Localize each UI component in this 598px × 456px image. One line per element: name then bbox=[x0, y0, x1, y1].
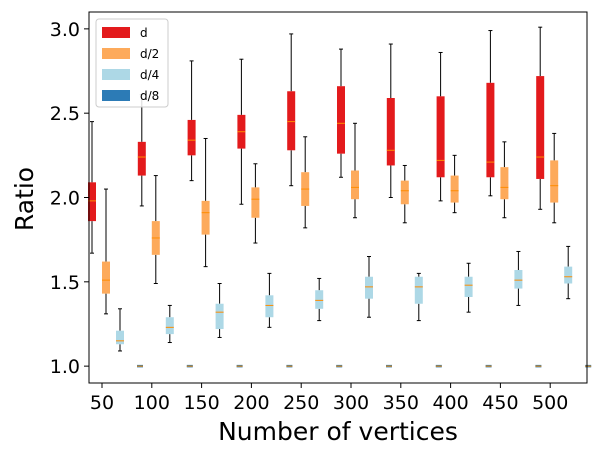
series-d-4 bbox=[116, 245, 573, 352]
y-axis-label: Ratio bbox=[10, 167, 39, 231]
box-body bbox=[215, 303, 224, 330]
legend-frame bbox=[95, 18, 169, 108]
box-body bbox=[450, 175, 459, 203]
box-body bbox=[201, 200, 210, 235]
box-d-4-450 bbox=[514, 250, 523, 306]
box-body bbox=[337, 86, 345, 154]
x-tick-label: 500 bbox=[532, 392, 568, 414]
x-axis-label: Number of vertices bbox=[218, 417, 458, 446]
box-body bbox=[165, 317, 174, 335]
box-body bbox=[386, 98, 395, 166]
box-d-4-200 bbox=[265, 272, 274, 328]
box-d-4-400 bbox=[464, 262, 473, 313]
box-body bbox=[436, 96, 445, 178]
box-d-50 bbox=[88, 121, 96, 254]
box-body bbox=[315, 290, 324, 309]
box-body bbox=[400, 180, 409, 205]
series-d bbox=[88, 26, 545, 254]
y-tick-label: 1.0 bbox=[50, 356, 80, 378]
box-d-4-100 bbox=[165, 304, 174, 344]
legend-swatch-d-4 bbox=[102, 69, 130, 80]
box-d-150 bbox=[187, 60, 196, 182]
box-body bbox=[88, 182, 96, 222]
legend-label-d-4: d/4 bbox=[140, 68, 159, 82]
box-body bbox=[187, 119, 196, 156]
legend-label-d: d bbox=[140, 26, 148, 40]
x-tick-label: 50 bbox=[90, 392, 114, 414]
plot-frame bbox=[88, 11, 588, 384]
box-d-4-250 bbox=[315, 277, 324, 322]
box-d-2-200 bbox=[251, 163, 260, 244]
x-tick-label: 450 bbox=[482, 392, 518, 414]
box-body bbox=[550, 160, 559, 203]
box-d-2-500 bbox=[550, 132, 559, 224]
box-body bbox=[102, 261, 110, 294]
legend-swatch-d-8 bbox=[102, 90, 130, 101]
box-body bbox=[265, 295, 274, 318]
x-tick-label: 350 bbox=[383, 392, 419, 414]
box-body bbox=[500, 167, 509, 200]
series-d-2 bbox=[102, 122, 559, 315]
box-body bbox=[116, 330, 124, 345]
x-tick-label: 250 bbox=[283, 392, 319, 414]
legend-label-d-2: d/2 bbox=[140, 47, 159, 61]
box-body bbox=[564, 266, 573, 284]
box-body bbox=[464, 276, 473, 297]
chart-marks bbox=[88, 26, 592, 368]
box-d-4-350 bbox=[414, 272, 423, 322]
box-d-300 bbox=[337, 48, 345, 178]
box-body bbox=[351, 170, 359, 200]
box-d-4-50 bbox=[116, 308, 124, 352]
legend-swatch-d bbox=[102, 27, 130, 38]
box-d-350 bbox=[386, 43, 395, 198]
box-body bbox=[365, 276, 373, 299]
box-d-2-100 bbox=[151, 175, 160, 285]
y-tick-label: 3.0 bbox=[50, 19, 80, 41]
y-tick-label: 2.0 bbox=[50, 188, 80, 210]
box-d-250 bbox=[287, 33, 296, 187]
box-d-2-450 bbox=[500, 141, 509, 219]
box-d-4-500 bbox=[564, 245, 573, 300]
box-d-2-400 bbox=[450, 154, 459, 214]
box-body bbox=[486, 82, 495, 178]
box-d-2-250 bbox=[301, 136, 310, 229]
x-tick-label: 300 bbox=[333, 392, 369, 414]
box-d-400 bbox=[436, 51, 445, 202]
y-tick-label: 1.5 bbox=[50, 272, 80, 294]
box-d-2-50 bbox=[102, 188, 110, 315]
legend: d d/2 d/4 d/8 bbox=[95, 18, 169, 108]
legend-label-d-8: d/8 bbox=[140, 89, 159, 103]
box-body bbox=[251, 187, 260, 218]
box-body bbox=[536, 76, 545, 179]
box-body bbox=[514, 270, 523, 289]
box-body bbox=[287, 91, 296, 151]
y-tick-label: 2.5 bbox=[50, 103, 80, 125]
box-d-4-300 bbox=[365, 256, 373, 318]
x-tick-label: 200 bbox=[233, 392, 269, 414]
x-tick-label: 150 bbox=[183, 392, 219, 414]
axes: 1.0 1.5 2.0 2.5 3.0 50 100 150 200 250 300 350 400 45… bbox=[50, 19, 569, 414]
x-tick-label: 400 bbox=[432, 392, 468, 414]
box-d-200 bbox=[237, 58, 246, 205]
box-body bbox=[137, 141, 146, 176]
box-d-450 bbox=[486, 30, 495, 197]
box-d-500 bbox=[536, 26, 545, 210]
box-d-2-300 bbox=[351, 122, 359, 219]
box-d-2-350 bbox=[400, 164, 409, 224]
box-d-2-150 bbox=[201, 137, 210, 268]
box-d-4-150 bbox=[215, 283, 224, 338]
x-tick-label: 100 bbox=[134, 392, 170, 414]
legend-swatch-d-2 bbox=[102, 48, 130, 59]
box-body bbox=[414, 276, 423, 304]
